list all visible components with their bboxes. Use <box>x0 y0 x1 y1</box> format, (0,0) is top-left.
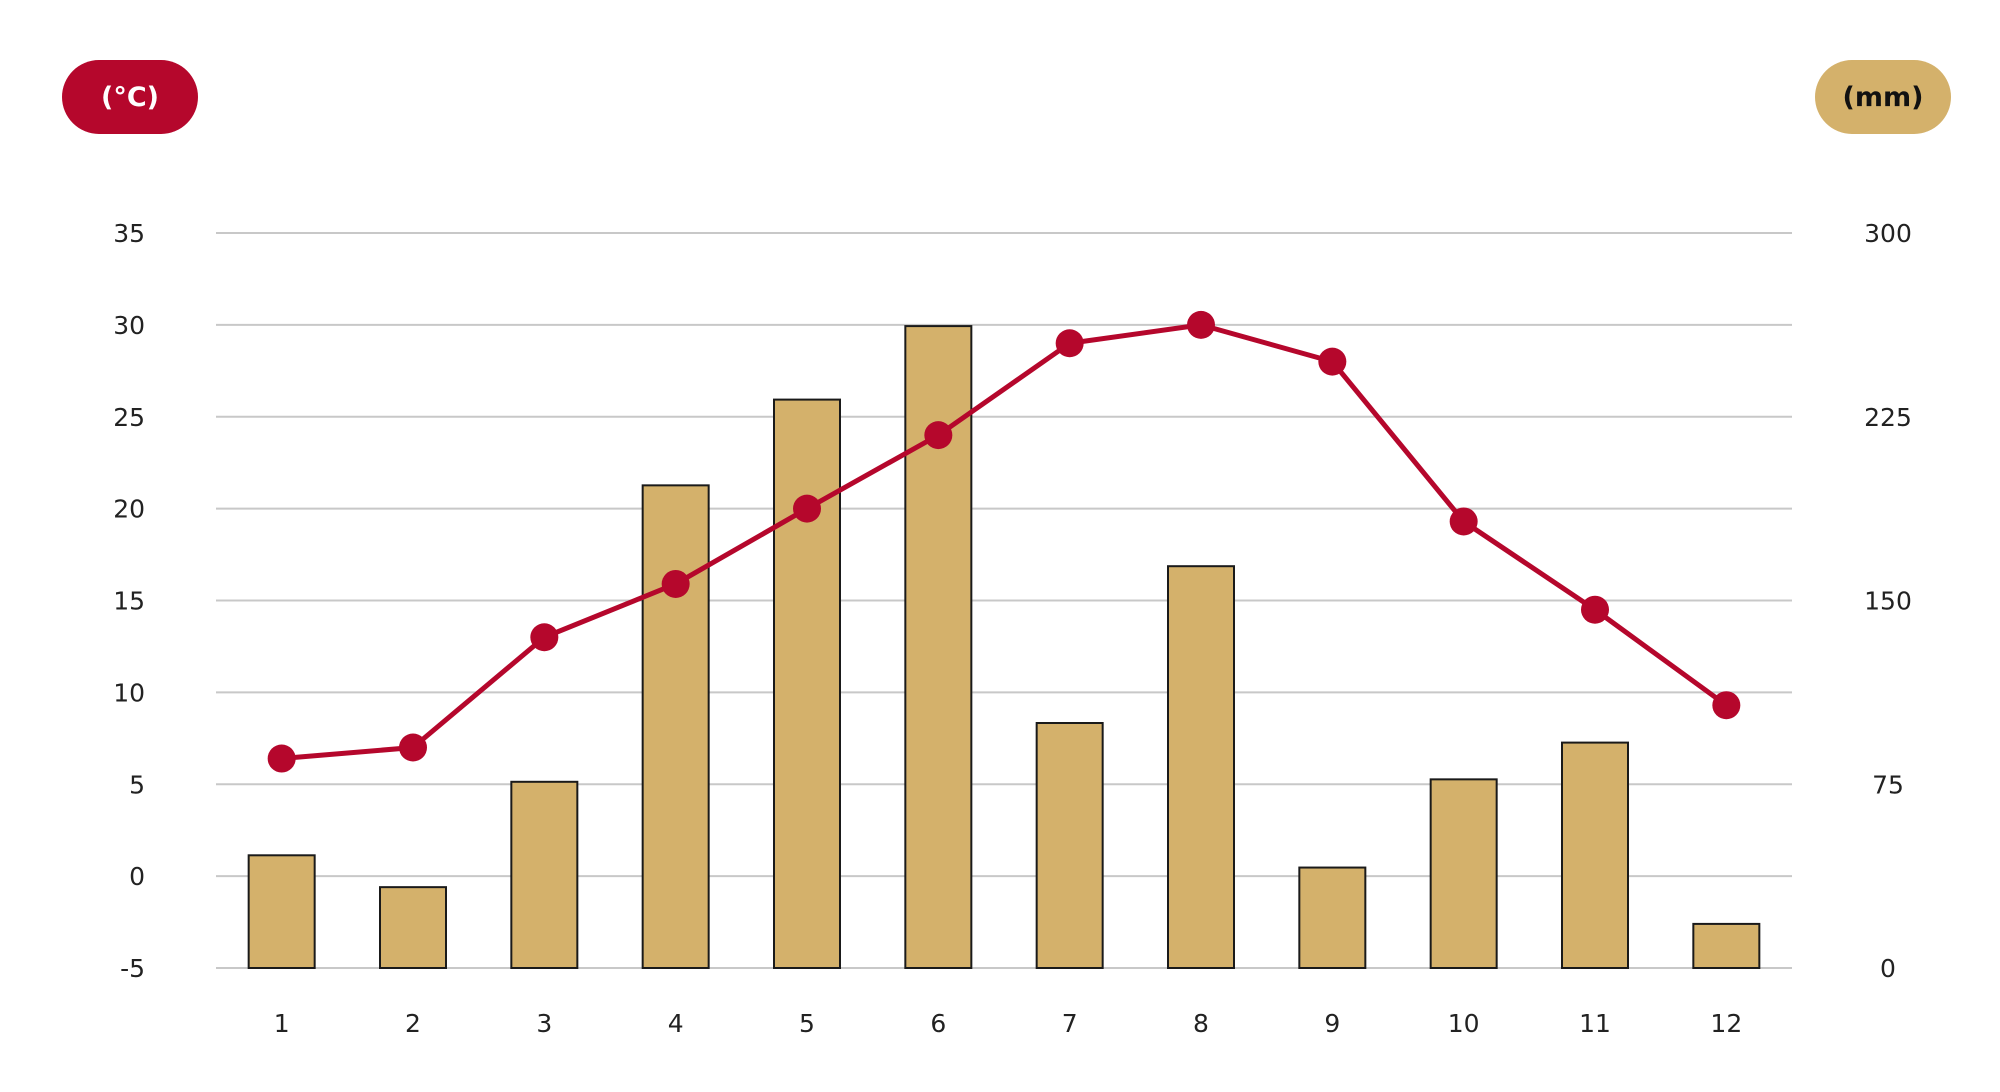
precipitation-bars <box>247 325 1761 970</box>
left-axis-tick-label: -5 <box>120 954 145 983</box>
x-axis-tick-label: 9 <box>1324 1009 1340 1038</box>
left-axis-tick-label: 10 <box>113 678 145 707</box>
x-axis-tick-label: 3 <box>536 1009 552 1038</box>
left-axis-tick-label: 20 <box>113 495 145 524</box>
left-axis-tick-label: 0 <box>129 862 145 891</box>
left-axis-tick-label: 30 <box>113 311 145 340</box>
precipitation-bar <box>247 854 316 969</box>
temperature-point <box>1187 310 1215 339</box>
precipitation-bar <box>510 780 579 969</box>
temperature-point <box>1449 507 1478 536</box>
right-axis-tick-label: 225 <box>1864 403 1912 432</box>
precipitation-bar <box>1692 922 1761 970</box>
temperature-point <box>1581 595 1609 624</box>
x-axis-tick-label: 1 <box>274 1009 290 1038</box>
precipitation-bar <box>1429 778 1498 969</box>
x-axis-tick-label: 7 <box>1062 1009 1078 1038</box>
right-axis-tick-label: 0 <box>1880 954 1896 983</box>
precipitation-bar <box>1561 741 1629 969</box>
temperature-point <box>1055 329 1084 358</box>
x-axis-tick-label: 8 <box>1193 1009 1209 1038</box>
precipitation-bar <box>904 325 973 970</box>
precipitation-unit-badge: (mm) <box>1815 60 1951 134</box>
x-axis-tick-label: 4 <box>668 1009 684 1038</box>
x-axis-tick-label: 10 <box>1448 1009 1480 1038</box>
precipitation-bar <box>1035 722 1104 969</box>
left-axis-tick-label: 35 <box>113 219 145 248</box>
temperature-series-line <box>281 322 1728 762</box>
temperature-point <box>399 733 427 762</box>
temperature-point <box>1318 347 1347 376</box>
temperature-point <box>530 623 559 652</box>
precipitation-bar <box>1298 866 1367 969</box>
precipitation-bar <box>1167 565 1235 969</box>
left-axis-tick-label: 25 <box>113 403 145 432</box>
x-axis-tick-label: 12 <box>1710 1009 1742 1038</box>
right-axis-tick-label: 75 <box>1872 770 1904 799</box>
temperature-line <box>267 310 1741 773</box>
precipitation-bar <box>641 484 710 969</box>
x-axis-tick-label: 11 <box>1579 1009 1611 1038</box>
x-axis-tick-label: 2 <box>405 1009 421 1038</box>
right-axis-tick-label: 300 <box>1864 219 1912 248</box>
precipitation-bar <box>379 886 447 970</box>
right-axis-tick-label: 150 <box>1864 587 1912 616</box>
precipitation-bar <box>773 398 841 970</box>
temperature-point <box>924 421 953 450</box>
temperature-unit-badge: (°C) <box>62 60 198 134</box>
left-axis-tick-label: 15 <box>113 587 145 616</box>
temperature-point <box>793 494 821 523</box>
x-axis-tick-label: 6 <box>930 1009 946 1038</box>
temperature-point <box>1712 691 1741 720</box>
gridlines <box>216 232 1792 969</box>
x-axis-tick-label: 5 <box>799 1009 815 1038</box>
left-axis-tick-label: 5 <box>129 770 145 799</box>
temperature-point <box>661 569 690 598</box>
temperature-point <box>267 744 296 773</box>
